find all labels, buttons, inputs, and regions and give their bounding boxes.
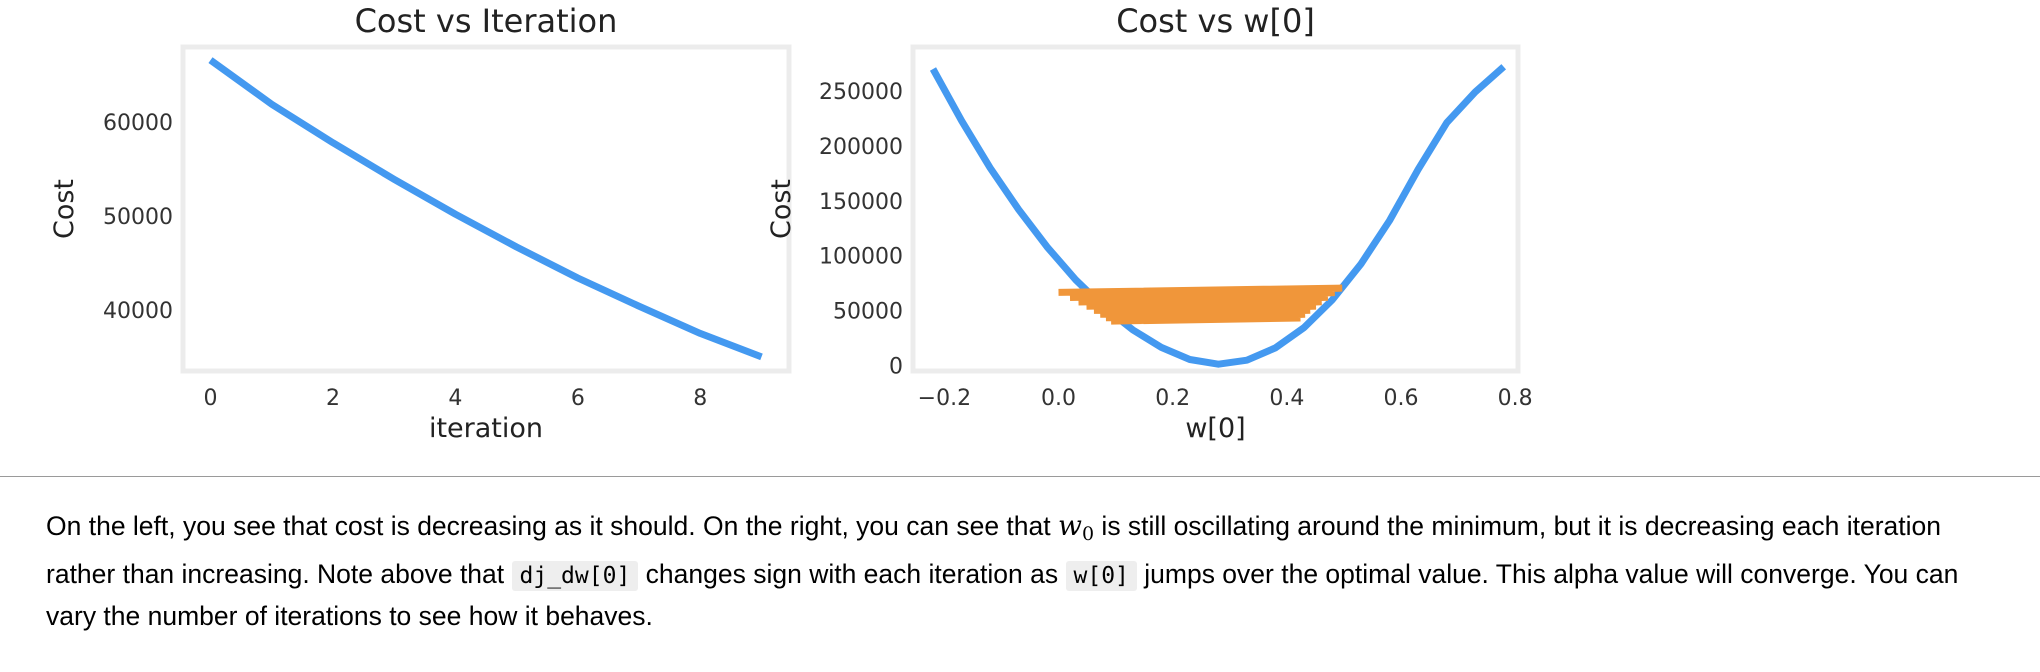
- chart1-x-tick-label: 6: [571, 386, 585, 411]
- chart2-y-tick-label: 0: [889, 355, 903, 380]
- explanation-text: On the left, you see that cost is decrea…: [46, 509, 1959, 631]
- chart1-plot-frame: [180, 44, 792, 374]
- chart2-gradient-path: [1058, 284, 1343, 325]
- chart1-x-label: iteration: [429, 413, 543, 444]
- math-w0: w0: [1058, 509, 1095, 545]
- chart2-x-tick-label: 0.0: [1041, 386, 1076, 411]
- chart1-y-tick-label: 40000: [103, 299, 173, 324]
- chart1-cost-line: [208, 57, 763, 361]
- chart2-x-tick-label: 0.4: [1269, 386, 1304, 411]
- chart2-x-tick-label: 0.2: [1155, 386, 1190, 411]
- chart2-x-tick-label: 0.8: [1498, 386, 1533, 411]
- code-dj-dw: dj_dw[0]: [511, 561, 639, 591]
- chart2-x-tick-label: 0.6: [1383, 386, 1418, 411]
- chart2-x-tick-label: −0.2: [918, 386, 971, 411]
- chart1-y-tick-label: 50000: [103, 205, 173, 230]
- figure: Cost vs Iteration iteration Cost 0 2 4 6 8 40000…: [49, 2, 1533, 444]
- chart1-x-tick-label: 2: [326, 386, 340, 411]
- cell-divider: [0, 476, 2040, 477]
- chart2-y-tick-label: 150000: [819, 190, 903, 215]
- chart2-y-tick-label: 100000: [819, 245, 903, 270]
- chart1-title: Cost vs Iteration: [355, 2, 618, 40]
- chart2-plot-frame: [910, 44, 1521, 374]
- chart2-y-label: Cost: [766, 179, 797, 239]
- chart2-title: Cost vs w[0]: [1116, 2, 1315, 40]
- chart1-y-tick-label: 60000: [103, 111, 173, 136]
- chart2-y-tick-label: 250000: [819, 80, 903, 105]
- chart2-y-tick-label: 200000: [819, 135, 903, 160]
- chart2-y-tick-label: 50000: [833, 300, 903, 325]
- chart1-x-tick-label: 4: [448, 386, 462, 411]
- chart2-x-label: w[0]: [1185, 413, 1245, 444]
- chart2-cost-curve: [929, 64, 1507, 368]
- chart1-x-tick-label: 0: [204, 386, 218, 411]
- code-w0: w[0]: [1065, 561, 1137, 591]
- chart1-x-tick-label: 8: [693, 386, 707, 411]
- chart1-y-label: Cost: [49, 179, 80, 239]
